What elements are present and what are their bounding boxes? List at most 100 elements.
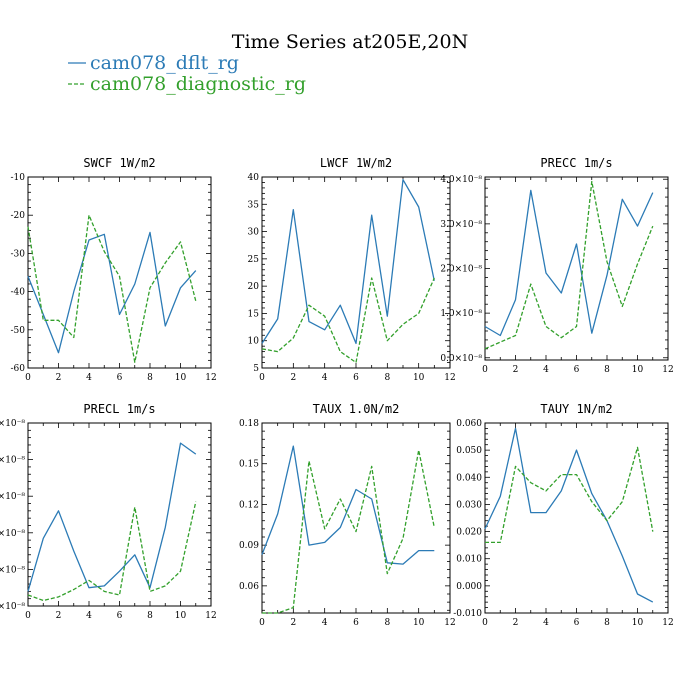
y-tick-label: 0×10⁻⁸ (0, 565, 25, 575)
x-tick-label: 12 (662, 365, 673, 375)
y-tick-label: 0×10⁻⁸ (0, 492, 25, 502)
chart-panel-0: SWCF 1W/m2 0 2 4 6 8 10 12 -60 -50 -40 -30 -20 -10 (11, 156, 217, 383)
y-tick-label: 0.0×10⁻⁸ (440, 354, 482, 364)
x-tick-label: 2 (513, 618, 519, 628)
x-tick-label: 6 (117, 611, 123, 621)
x-tick-label: 12 (444, 373, 455, 383)
y-tick-label: 0×10⁻⁸ (0, 602, 25, 612)
chart-panel-4: TAUX 1.0N/m2 0 2 4 6 8 10 12 0.06 0.09 0.12 0.15 0.1… (239, 402, 456, 628)
figure-title: Time Series at205E,20N (232, 31, 468, 53)
x-tick-label: 8 (604, 365, 610, 375)
series-line-dflt (484, 427, 654, 603)
x-tick-label: 12 (205, 611, 216, 621)
panel-title: TAUY 1N/m2 (540, 402, 612, 416)
x-tick-label: 4 (86, 373, 92, 383)
x-tick-label: 4 (86, 611, 92, 621)
panel-title: PRECL 1m/s (83, 402, 155, 416)
y-tick-label: 0.030 (456, 500, 482, 510)
x-tick-label: 4 (543, 365, 549, 375)
x-tick-label: 8 (604, 618, 610, 628)
x-tick-label: 0 (25, 611, 31, 621)
y-tick-label: -0.010 (453, 609, 482, 619)
x-tick-label: 4 (543, 618, 549, 628)
x-tick-label: 0 (259, 618, 265, 628)
y-tick-label: 2.0×10⁻⁸ (440, 265, 482, 275)
chart-panel-3: PRECL 1m/s 0 2 4 6 8 10 12 0×10⁻⁸ 0×10⁻⁸ 0×10⁻⁸ 0×1… (0, 402, 217, 621)
series-line-diagnostic (262, 449, 435, 614)
y-tick-label: 0.010 (456, 555, 482, 565)
x-tick-label: 10 (175, 611, 187, 621)
x-tick-label: 2 (290, 618, 296, 628)
x-tick-label: 0 (482, 365, 488, 375)
chart-panel-5: TAUY 1N/m2 0 2 4 6 8 10 12 -0.010 0.000 0.010 0.020… (453, 402, 674, 628)
series-line-dflt (261, 179, 435, 345)
y-tick-label: -20 (11, 211, 26, 221)
x-tick-label: 12 (205, 373, 216, 383)
y-tick-label: 0.040 (456, 473, 482, 483)
y-tick-label: 10 (248, 337, 260, 347)
y-tick-label: -50 (11, 326, 26, 336)
y-tick-label: 0.050 (456, 446, 482, 456)
x-tick-label: 10 (632, 365, 644, 375)
panel-title: SWCF 1W/m2 (83, 156, 155, 170)
x-tick-label: 6 (574, 618, 580, 628)
x-tick-label: 0 (482, 618, 488, 628)
x-tick-label: 6 (117, 373, 123, 383)
y-tick-label: 0.15 (239, 460, 259, 470)
series-line-diagnostic (27, 501, 197, 602)
y-tick-label: 0.060 (456, 419, 482, 429)
y-tick-label: 1.0×10⁻⁸ (440, 309, 482, 319)
series-line-diagnostic (261, 277, 435, 364)
x-tick-label: 8 (147, 373, 153, 383)
y-tick-label: 0.18 (239, 419, 259, 429)
y-tick-label: 35 (248, 200, 260, 210)
y-tick-label: 0×10⁻⁸ (0, 529, 25, 539)
x-tick-label: 10 (413, 373, 425, 383)
panel-title: PRECC 1m/s (540, 156, 612, 170)
plot-frame (27, 176, 212, 369)
y-tick-label: -40 (11, 288, 26, 298)
chart-panel-2: PRECC 1m/s 0 2 4 6 8 10 12 0.0×10⁻⁸ 1.0×10⁻⁸ 2.0×1… (440, 156, 673, 375)
panel-title: LWCF 1W/m2 (320, 156, 392, 170)
x-tick-label: 12 (662, 618, 673, 628)
panel-title: TAUX 1.0N/m2 (313, 402, 400, 416)
x-tick-label: 6 (353, 618, 359, 628)
legend: cam078_dflt_rg cam078_diagnostic_rg (68, 52, 306, 95)
x-tick-label: 8 (147, 611, 153, 621)
y-tick-label: 15 (248, 309, 260, 319)
y-tick-label: -10 (11, 173, 26, 183)
y-tick-label: 0.12 (239, 500, 259, 510)
chart-panels: SWCF 1W/m2 0 2 4 6 8 10 12 -60 -50 -40 -30 -20 -10 LWC… (0, 156, 674, 628)
y-tick-label: 3.0×10⁻⁸ (440, 220, 482, 230)
x-tick-label: 2 (290, 373, 296, 383)
series-line-dflt (27, 442, 197, 592)
y-tick-label: 25 (248, 255, 260, 265)
series-line-diagnostic (484, 180, 654, 350)
chart-panel-1: LWCF 1W/m2 0 2 4 6 8 10 12 5 10 15 20 25 30 35 40 (248, 156, 456, 383)
x-tick-label: 10 (413, 618, 425, 628)
series-line-dflt (261, 445, 435, 565)
x-tick-label: 6 (353, 373, 359, 383)
series-line-dflt (484, 189, 654, 337)
y-tick-label: -30 (11, 249, 26, 259)
y-tick-label: 4.0×10⁻⁸ (440, 175, 482, 185)
x-tick-label: 2 (56, 611, 62, 621)
series-line-dflt (27, 231, 197, 354)
y-tick-label: 0×10⁻⁸ (0, 456, 25, 466)
x-tick-label: 2 (56, 373, 62, 383)
y-tick-label: 0×10⁻⁸ (0, 419, 25, 429)
x-tick-label: 4 (322, 618, 328, 628)
plot-frame (27, 422, 212, 607)
x-tick-label: 10 (632, 618, 644, 628)
legend-label-diagnostic: cam078_diagnostic_rg (90, 73, 306, 95)
y-tick-label: 0.06 (239, 582, 259, 592)
x-tick-label: 8 (384, 373, 390, 383)
x-tick-label: 0 (25, 373, 31, 383)
y-tick-label: 40 (248, 173, 260, 183)
x-tick-label: 6 (574, 365, 580, 375)
x-tick-label: 2 (513, 365, 519, 375)
x-tick-label: 8 (384, 618, 390, 628)
y-tick-label: 5 (253, 364, 259, 374)
y-tick-label: 0.09 (239, 541, 259, 551)
